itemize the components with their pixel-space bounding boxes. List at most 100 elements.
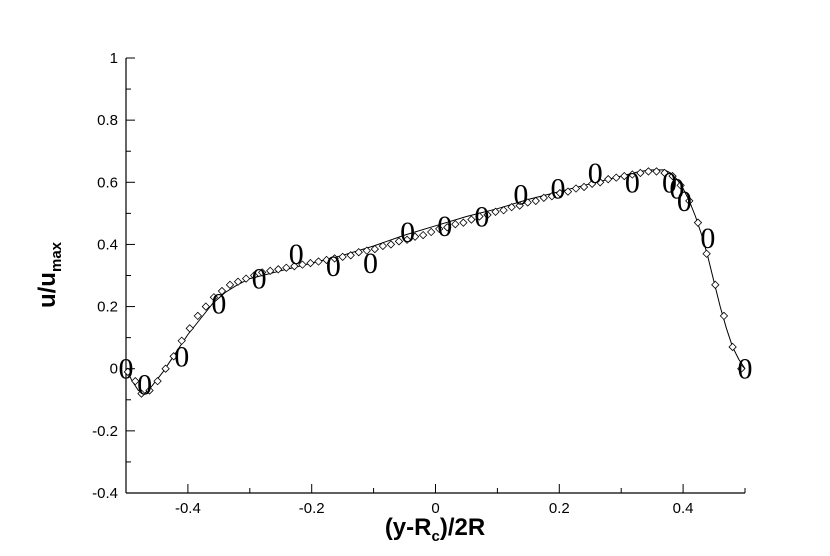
diamond-point xyxy=(620,171,629,181)
diamond-point xyxy=(652,167,661,176)
diamond-point xyxy=(693,218,703,227)
diamond-point xyxy=(515,201,524,210)
diamond-point xyxy=(604,175,613,184)
diamond-point xyxy=(258,268,267,277)
y-tick-label: 0.6 xyxy=(97,174,118,191)
x-axis-label: (y-Rc)/2R xyxy=(385,514,485,545)
ticks: -0.4 -0.2 0 0.2 0.4 0.6 0.8 1 -0.4 -0.2 0 0.2 0.4 xyxy=(92,50,746,517)
zero-point: 0 xyxy=(625,166,640,199)
diamond-point xyxy=(531,196,540,206)
x-axis-label-main: (y-R xyxy=(385,514,432,541)
fit-line xyxy=(125,169,746,395)
diamond-point xyxy=(201,302,211,311)
diamond-point xyxy=(386,240,396,249)
diamond-point xyxy=(266,266,275,276)
y-tick-label: -0.4 xyxy=(92,485,118,502)
diamond-point xyxy=(499,206,508,215)
x-tick-label: 0.2 xyxy=(549,500,570,517)
zero-point: 0 xyxy=(211,287,226,320)
diamond-point xyxy=(209,293,219,302)
diamond-point xyxy=(193,311,202,321)
diamond-point xyxy=(475,212,484,221)
x-tick-label: -0.4 xyxy=(175,500,201,517)
diamond-point xyxy=(274,265,283,274)
diamond-point xyxy=(241,274,251,283)
diamond-point xyxy=(177,336,186,345)
zero-point: 0 xyxy=(738,353,753,386)
diamond-point xyxy=(719,311,729,321)
zero-point: 0 xyxy=(700,222,715,255)
diamond-point xyxy=(137,389,146,398)
zero-point: 0 xyxy=(137,368,152,401)
diamond-point xyxy=(330,254,339,263)
diamond-point xyxy=(483,210,492,220)
diamond-point xyxy=(587,179,597,189)
diamond-point xyxy=(410,232,420,241)
diamond-point xyxy=(491,207,500,216)
diamond-point xyxy=(370,244,380,254)
diamond-point xyxy=(728,342,737,352)
x-axis-label-sub: c xyxy=(431,528,439,545)
zero-point: 0 xyxy=(551,173,566,206)
diamond-point xyxy=(523,198,532,207)
diamond-point xyxy=(153,376,162,386)
x-tick-label: 0.4 xyxy=(673,500,694,517)
diamond-point xyxy=(702,249,711,258)
zero-point: 0 xyxy=(174,340,189,373)
diamond-point xyxy=(161,364,170,373)
diamond-point xyxy=(644,167,653,176)
zero-point: 0 xyxy=(677,185,692,218)
zero-point: 0 xyxy=(437,210,452,243)
diamond-point xyxy=(233,277,243,286)
diamond-point xyxy=(427,227,436,237)
diamond-point xyxy=(711,280,720,289)
diamond-point xyxy=(737,364,746,373)
zero-point: 0 xyxy=(588,157,603,190)
diamond-point xyxy=(338,252,347,262)
zero-point: 0 xyxy=(252,263,267,296)
x-tick-label: 0 xyxy=(431,500,439,517)
diamond-point xyxy=(571,184,581,193)
diamond-point xyxy=(282,263,291,272)
diamond-point xyxy=(555,188,565,198)
y-axis-label: u/umax xyxy=(34,241,65,308)
diamond-point xyxy=(394,237,404,246)
diamond-point xyxy=(185,324,194,333)
diamond-point xyxy=(443,223,452,232)
diamond-point xyxy=(563,187,573,196)
diamond-point xyxy=(217,286,227,296)
diamond-point xyxy=(314,257,323,266)
diamond-point xyxy=(418,230,428,240)
y-axis-label-main: u/u xyxy=(34,272,61,308)
diamond-point xyxy=(636,168,645,178)
diamond-markers xyxy=(123,167,746,398)
x-tick-label: -0.2 xyxy=(299,500,325,517)
zero-point: 0 xyxy=(662,166,677,199)
zero-point: 0 xyxy=(119,353,134,386)
diamond-point xyxy=(595,178,605,187)
y-tick-label: 0.4 xyxy=(97,236,118,253)
zero-point: 0 xyxy=(513,179,528,212)
diamond-point xyxy=(451,220,460,229)
diamond-point xyxy=(402,235,412,244)
diamond-point xyxy=(539,193,548,202)
diamond-point xyxy=(290,262,299,271)
zero-point: 0 xyxy=(326,250,341,283)
diamond-point xyxy=(322,255,331,265)
zero-point: 0 xyxy=(363,247,378,280)
diamond-point xyxy=(507,202,516,212)
diamond-point xyxy=(131,376,140,386)
diamond-point xyxy=(676,181,685,190)
y-tick-label: 0.2 xyxy=(97,299,118,316)
y-axis-label-sub: max xyxy=(48,241,65,272)
fit-line-path xyxy=(125,169,746,395)
x-axis-label-rest: )/2R xyxy=(440,514,485,541)
diamond-point xyxy=(547,192,557,201)
diamond-point xyxy=(378,241,388,251)
diamond-point xyxy=(298,260,307,269)
diamond-point xyxy=(346,251,355,260)
y-tick-label: 0 xyxy=(110,361,118,378)
zero-point: 0 xyxy=(289,238,304,271)
